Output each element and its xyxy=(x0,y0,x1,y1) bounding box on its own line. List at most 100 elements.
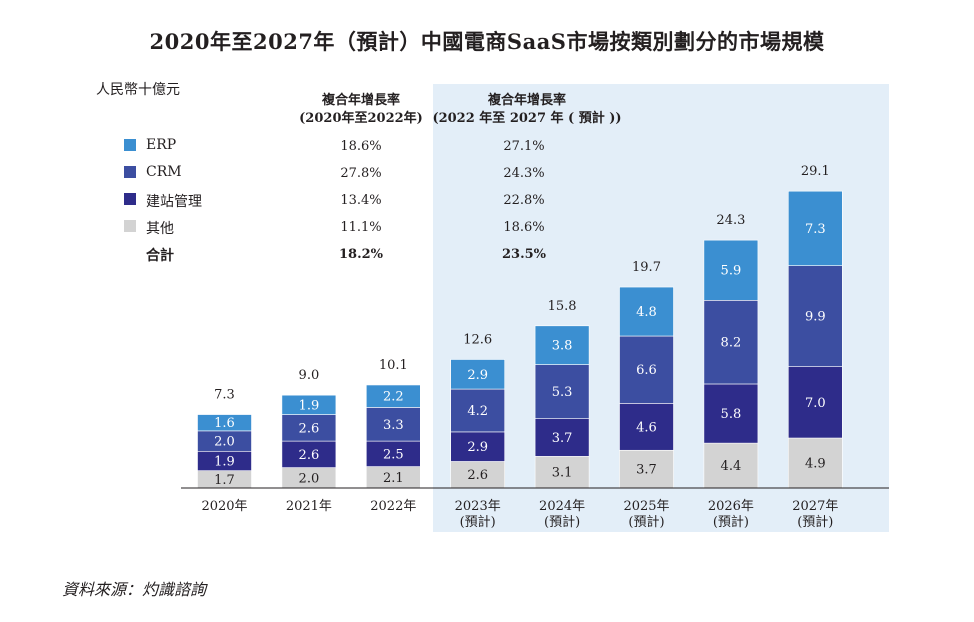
cagr-fore-erp: 27.1% xyxy=(503,139,545,154)
bar-label-crm-0: 2.0 xyxy=(214,435,235,450)
cagr-forecast-header-line2: (2022 年至 2027 年 ( 預計 )) xyxy=(432,111,622,126)
cagr-hist-erp: 18.6% xyxy=(340,139,382,154)
bar-label-site-management-0: 1.9 xyxy=(214,454,235,469)
x-tick-label-7: 2027年 xyxy=(792,499,838,514)
bar-label-erp-7: 7.3 xyxy=(805,222,826,237)
bar-others-5 xyxy=(619,449,674,489)
legend-label-erp: ERP xyxy=(146,137,177,153)
x-tick-label-7-sub: (預計) xyxy=(797,514,833,530)
bar-label-crm-4: 5.3 xyxy=(552,385,573,400)
bar-crm-3 xyxy=(450,388,506,433)
x-tick-label-5-sub: (預計) xyxy=(628,514,664,530)
bar-label-others-1: 2.0 xyxy=(299,471,320,486)
bar-label-others-5: 3.7 xyxy=(636,463,657,478)
bar-crm-7 xyxy=(787,265,843,367)
bar-label-erp-6: 5.9 xyxy=(721,264,742,279)
bar-site-management-5 xyxy=(619,403,674,451)
cagr-historical-header-line2: (2020年至2022年) xyxy=(299,111,423,126)
x-tick-label-4: 2024年 xyxy=(539,499,585,514)
legend-swatch-erp xyxy=(124,139,136,151)
bar-crm-4 xyxy=(534,364,590,419)
bar-erp-6 xyxy=(703,239,759,301)
bar-label-site-management-6: 5.8 xyxy=(721,407,742,422)
legend-swatch-crm xyxy=(124,166,136,178)
bar-label-site-management-4: 3.7 xyxy=(552,431,573,446)
bar-label-site-management-3: 2.9 xyxy=(467,440,488,455)
cagr-hist-site-management: 13.4% xyxy=(340,193,382,208)
bar-erp-1 xyxy=(281,394,337,415)
source-note: 資料來源：灼識諮詢 xyxy=(62,580,207,599)
total-label-7: 29.1 xyxy=(801,164,830,179)
bar-crm-5 xyxy=(619,335,674,404)
bar-crm-2 xyxy=(365,407,421,442)
cagr-historical-header: 複合年增長率 (2020年至2022年) xyxy=(296,92,426,128)
bar-label-erp-2: 2.2 xyxy=(383,390,404,405)
bar-site-management-4 xyxy=(534,418,590,457)
cagr-fore-crm: 24.3% xyxy=(503,166,545,181)
x-tick-label-3: 2023年 xyxy=(455,499,501,514)
legend-label-others: 其他 xyxy=(146,221,174,237)
legend-swatch-others xyxy=(124,220,136,232)
cagr-forecast-header-line1: 複合年增長率 xyxy=(487,93,566,108)
bar-label-others-0: 1.7 xyxy=(214,473,235,488)
unit-label: 人民幣十億元 xyxy=(96,82,180,98)
bar-label-others-2: 2.1 xyxy=(383,471,404,486)
bar-crm-1 xyxy=(281,414,337,442)
x-tick-label-2: 2022年 xyxy=(370,499,416,514)
bar-erp-3 xyxy=(450,359,506,390)
total-label-2: 10.1 xyxy=(379,358,408,373)
total-label-6: 24.3 xyxy=(716,213,745,228)
cagr-forecast-header: 複合年增長率 (2022 年至 2027 年 ( 預計 )) xyxy=(432,92,622,128)
bar-label-erp-1: 1.9 xyxy=(299,398,320,413)
total-label-5: 19.7 xyxy=(632,260,661,275)
legend-swatch-site-management xyxy=(124,193,136,205)
total-label-1: 9.0 xyxy=(299,368,320,383)
bar-others-3 xyxy=(450,461,506,489)
bar-label-site-management-5: 4.6 xyxy=(636,420,657,435)
bar-label-site-management-2: 2.5 xyxy=(383,447,404,462)
legend-label-total: 合計 xyxy=(146,248,174,264)
bar-label-erp-0: 1.6 xyxy=(214,416,235,431)
bar-label-others-6: 4.4 xyxy=(721,459,742,474)
bar-label-site-management-7: 7.0 xyxy=(805,396,826,411)
bar-erp-2 xyxy=(365,384,421,408)
x-tick-label-5: 2025年 xyxy=(623,499,669,514)
cagr-hist-others: 11.1% xyxy=(340,220,382,235)
cagr-historical-header-line1: 複合年增長率 xyxy=(321,93,400,108)
cagr-hist-crm: 27.8% xyxy=(340,166,382,181)
total-label-3: 12.6 xyxy=(463,332,492,347)
bar-label-crm-7: 9.9 xyxy=(805,310,826,325)
bar-erp-7 xyxy=(787,190,843,266)
legend-label-site-management: 建站管理 xyxy=(146,194,202,210)
bar-label-crm-3: 4.2 xyxy=(467,404,488,419)
bar-site-management-3 xyxy=(450,431,506,462)
bar-erp-5 xyxy=(619,286,674,337)
cagr-fore-site-management: 22.8% xyxy=(503,193,545,208)
bar-label-others-3: 2.6 xyxy=(467,468,488,483)
chart-title: 2020年至2027年（預計）中國電商SaaS市場按類別劃分的市場規模 xyxy=(149,29,825,54)
bar-label-crm-5: 6.6 xyxy=(636,363,657,378)
bar-label-others-7: 4.9 xyxy=(805,457,826,472)
bar-others-4 xyxy=(534,456,590,489)
bar-site-management-7 xyxy=(787,366,843,439)
bar-label-erp-4: 3.8 xyxy=(552,339,573,354)
legend-label-crm: CRM xyxy=(146,164,182,180)
bar-label-others-4: 3.1 xyxy=(552,466,573,481)
x-tick-label-3-sub: (預計) xyxy=(460,514,496,530)
x-tick-label-1: 2021年 xyxy=(286,499,332,514)
bar-label-crm-1: 2.6 xyxy=(299,421,320,436)
bar-site-management-2 xyxy=(365,440,421,467)
x-tick-label-0: 2020年 xyxy=(201,499,247,514)
cagr-hist-total: 18.2% xyxy=(338,247,383,262)
x-tick-label-4-sub: (預計) xyxy=(544,514,580,530)
bar-label-site-management-1: 2.6 xyxy=(299,448,320,463)
bar-erp-4 xyxy=(534,325,590,365)
cagr-fore-total: 23.5% xyxy=(501,247,546,262)
bar-label-crm-6: 8.2 xyxy=(721,336,742,351)
bar-crm-6 xyxy=(703,300,759,385)
total-label-4: 15.8 xyxy=(548,299,577,314)
bar-label-crm-2: 3.3 xyxy=(383,418,404,433)
bar-label-erp-5: 4.8 xyxy=(636,305,657,320)
